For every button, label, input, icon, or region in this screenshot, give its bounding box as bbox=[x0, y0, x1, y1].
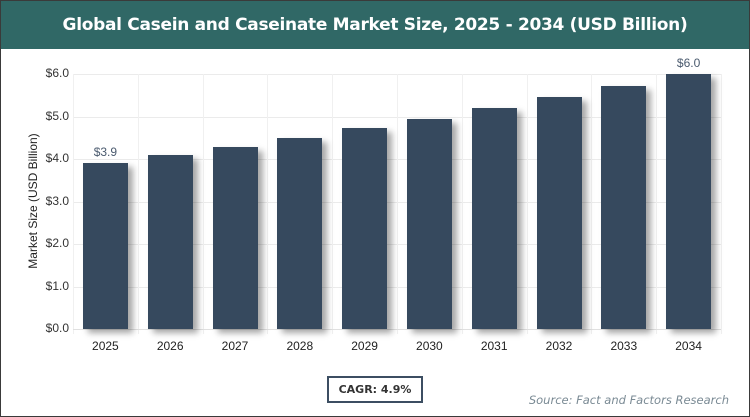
bar-2027[interactable] bbox=[212, 146, 258, 329]
data-label-2025: $3.9 bbox=[93, 145, 118, 160]
vertical-gridline bbox=[591, 74, 593, 334]
vertical-gridline bbox=[267, 74, 269, 334]
x-tick-label: 2028 bbox=[286, 339, 314, 353]
vertical-gridline bbox=[526, 74, 528, 334]
bar-2026[interactable] bbox=[147, 155, 193, 329]
y-tick-label: $6.0 bbox=[45, 66, 69, 80]
y-tick-label: $3.0 bbox=[45, 193, 69, 208]
bar-2028[interactable] bbox=[277, 137, 323, 329]
vertical-gridline bbox=[461, 74, 463, 334]
data-label-2034: $6.0 bbox=[676, 56, 701, 70]
y-tick-label: $4.0 bbox=[45, 151, 69, 165]
vertical-gridline bbox=[73, 74, 74, 334]
vertical-gridline bbox=[202, 74, 204, 334]
bar-2033[interactable] bbox=[601, 85, 647, 329]
chart-title-text: Global Casein and Caseinate Market Size,… bbox=[62, 15, 688, 35]
x-tick-label: 2030 bbox=[416, 339, 443, 353]
x-tick-label: 2031 bbox=[480, 339, 508, 353]
y-tick-label: $1.0 bbox=[45, 278, 69, 293]
bar-2025[interactable] bbox=[82, 163, 128, 329]
cagr-badge: CAGR: 4.9% bbox=[327, 376, 423, 403]
vertical-gridline bbox=[397, 74, 398, 334]
y-tick-label: $0.0 bbox=[45, 321, 69, 335]
vertical-gridline bbox=[656, 74, 658, 334]
vertical-gridline bbox=[721, 74, 722, 334]
vertical-gridline bbox=[137, 74, 139, 334]
bar-2030[interactable] bbox=[406, 118, 452, 329]
y-tick-label: $5.0 bbox=[45, 108, 69, 123]
x-tick-label: 2025 bbox=[92, 339, 119, 353]
cagr-text: CAGR: 4.9% bbox=[338, 383, 412, 396]
bar-2032[interactable] bbox=[536, 97, 582, 329]
bar-2034[interactable] bbox=[666, 74, 712, 329]
bar-2031[interactable] bbox=[471, 108, 517, 329]
x-tick-label: 2033 bbox=[610, 339, 638, 353]
vertical-gridline bbox=[332, 74, 334, 334]
chart-title: Global Casein and Caseinate Market Size,… bbox=[1, 1, 749, 49]
x-axis-line bbox=[73, 329, 721, 330]
y-tick-label: $2.0 bbox=[45, 236, 69, 250]
x-tick-label: 2032 bbox=[545, 339, 573, 353]
x-tick-label: 2034 bbox=[675, 339, 702, 353]
plot-area bbox=[73, 74, 722, 334]
x-tick-label: 2029 bbox=[351, 339, 378, 353]
bar-2029[interactable] bbox=[342, 128, 388, 329]
source-note: Source: Fact and Factors Research bbox=[528, 393, 729, 407]
x-tick-label: 2027 bbox=[221, 339, 249, 353]
x-tick-label: 2026 bbox=[156, 339, 184, 353]
